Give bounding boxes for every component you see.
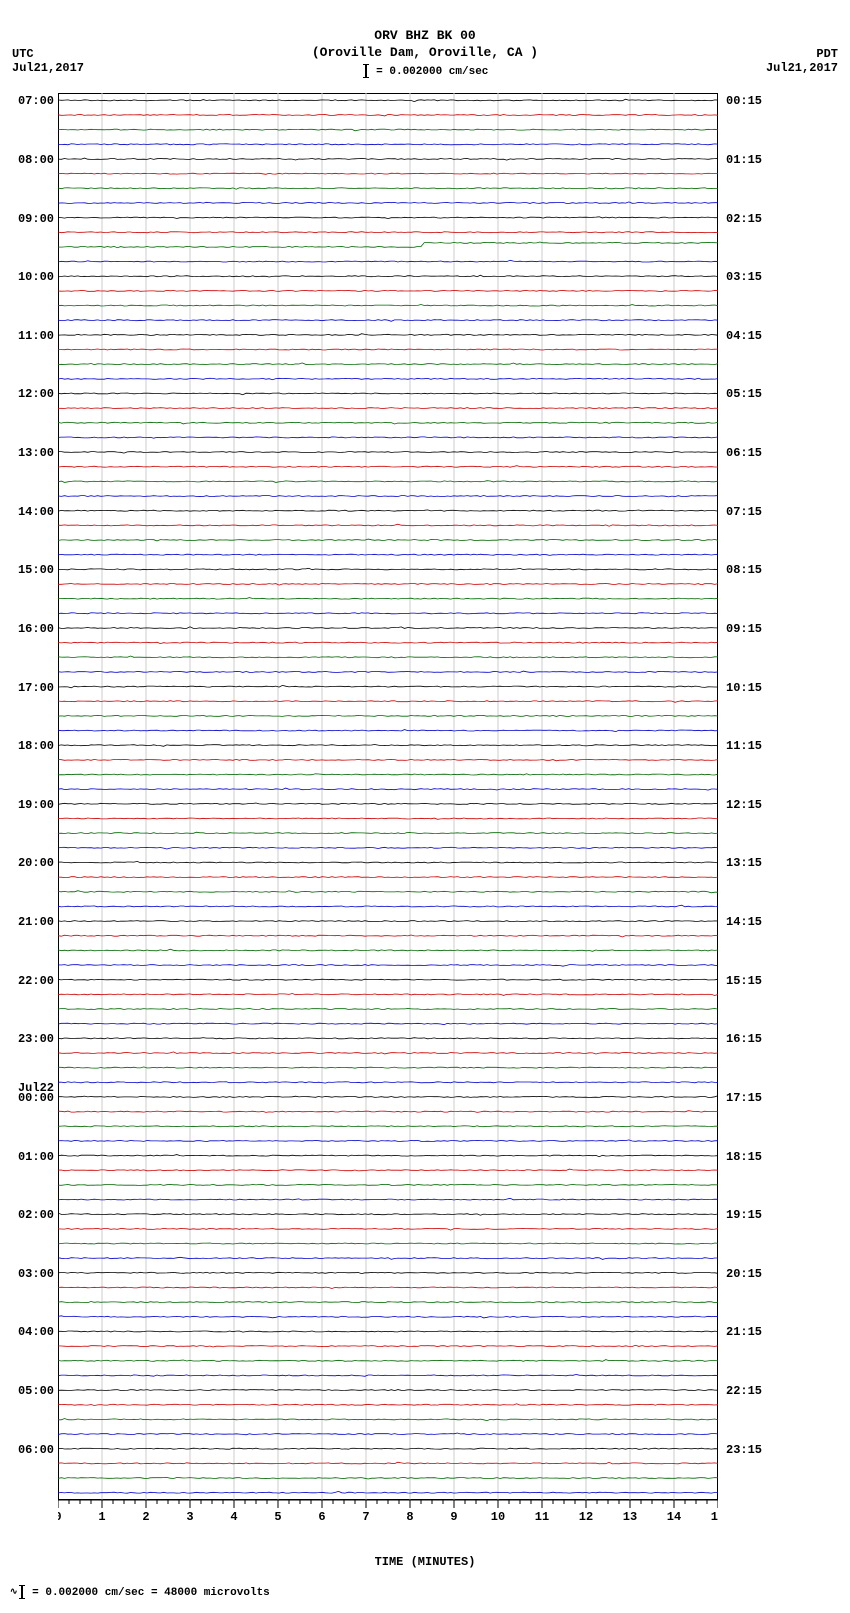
left-hour-label: 11:00 xyxy=(0,329,54,343)
svg-text:5: 5 xyxy=(274,1510,281,1524)
right-hour-label: 12:15 xyxy=(726,798,762,812)
seismogram-page: ORV BHZ BK 00 (Oroville Dam, Oroville, C… xyxy=(0,0,850,1613)
svg-text:0: 0 xyxy=(58,1510,62,1524)
right-hour-label: 11:15 xyxy=(726,739,762,753)
left-hour-label: 06:00 xyxy=(0,1443,54,1457)
right-hour-label: 18:15 xyxy=(726,1150,762,1164)
right-hour-label: 15:15 xyxy=(726,974,762,988)
svg-text:8: 8 xyxy=(406,1510,413,1524)
svg-text:9: 9 xyxy=(450,1510,457,1524)
left-hour-label: 14:00 xyxy=(0,505,54,519)
left-hour-label: 16:00 xyxy=(0,622,54,636)
left-hour-label: 15:00 xyxy=(0,563,54,577)
right-hour-labels: 00:15 01:15 02:15 03:15 04:15 05:15 06:15 07:15… xyxy=(722,90,842,1540)
right-hour-label: 13:15 xyxy=(726,856,762,870)
right-hour-label: 05:15 xyxy=(726,387,762,401)
right-hour-label: 14:15 xyxy=(726,915,762,929)
right-hour-label: 23:15 xyxy=(726,1443,762,1457)
left-hour-label: 19:00 xyxy=(0,798,54,812)
left-hour-label: 13:00 xyxy=(0,446,54,460)
left-hour-label: 05:00 xyxy=(0,1384,54,1398)
svg-text:2: 2 xyxy=(142,1510,149,1524)
right-hour-label: 02:15 xyxy=(726,212,762,226)
right-hour-label: 19:15 xyxy=(726,1208,762,1222)
right-hour-label: 09:15 xyxy=(726,622,762,636)
svg-text:7: 7 xyxy=(362,1510,369,1524)
x-axis-label: TIME (MINUTES) xyxy=(0,1555,850,1569)
left-hour-label: 12:00 xyxy=(0,387,54,401)
station-title: ORV BHZ BK 00 xyxy=(0,28,850,45)
svg-text:10: 10 xyxy=(491,1510,505,1524)
left-hour-label: 03:00 xyxy=(0,1267,54,1281)
right-hour-label: 04:15 xyxy=(726,329,762,343)
right-hour-label: 22:15 xyxy=(726,1384,762,1398)
left-hour-label: 00:00 xyxy=(0,1091,54,1105)
svg-text:4: 4 xyxy=(230,1510,237,1524)
svg-text:14: 14 xyxy=(667,1510,681,1524)
left-hour-label: 20:00 xyxy=(0,856,54,870)
svg-text:13: 13 xyxy=(623,1510,637,1524)
left-hour-label: 10:00 xyxy=(0,270,54,284)
tz-right-date: Jul21,2017 xyxy=(766,62,838,76)
svg-text:6: 6 xyxy=(318,1510,325,1524)
left-hour-label: 09:00 xyxy=(0,212,54,226)
right-hour-label: 00:15 xyxy=(726,94,762,108)
svg-text:1: 1 xyxy=(98,1510,105,1524)
right-hour-label: 17:15 xyxy=(726,1091,762,1105)
svg-text:12: 12 xyxy=(579,1510,593,1524)
left-hour-label: 17:00 xyxy=(0,681,54,695)
tz-right-block: PDT Jul21,2017 xyxy=(766,48,838,76)
right-hour-label: 16:15 xyxy=(726,1032,762,1046)
right-hour-label: 03:15 xyxy=(726,270,762,284)
right-hour-label: 21:15 xyxy=(726,1325,762,1339)
scale-note: = 0.002000 cm/sec xyxy=(0,64,850,78)
footer-scale-text: = 0.002000 cm/sec = 48000 microvolts xyxy=(26,1587,270,1599)
left-hour-label: 22:00 xyxy=(0,974,54,988)
svg-text:3: 3 xyxy=(186,1510,193,1524)
left-hour-label: 23:00 xyxy=(0,1032,54,1046)
seismogram-plot: 0123456789101112131415 xyxy=(58,90,718,1540)
station-location: (Oroville Dam, Oroville, CA ) xyxy=(0,45,850,62)
left-hour-label: 01:00 xyxy=(0,1150,54,1164)
scale-bar-icon xyxy=(365,64,367,78)
left-hour-label: 07:00 xyxy=(0,94,54,108)
left-hour-label: 02:00 xyxy=(0,1208,54,1222)
left-hour-label: 04:00 xyxy=(0,1325,54,1339)
right-hour-label: 08:15 xyxy=(726,563,762,577)
left-hour-label: 21:00 xyxy=(0,915,54,929)
tz-left-name: UTC xyxy=(12,48,84,62)
footer-scale: ∿ = 0.002000 cm/sec = 48000 microvolts xyxy=(10,1585,270,1599)
right-hour-label: 20:15 xyxy=(726,1267,762,1281)
right-hour-label: 10:15 xyxy=(726,681,762,695)
footer-scale-bar-icon xyxy=(21,1585,23,1599)
tz-left-date: Jul21,2017 xyxy=(12,62,84,76)
svg-text:15: 15 xyxy=(711,1510,718,1524)
seismogram-svg: 0123456789101112131415 xyxy=(58,90,718,1540)
header: ORV BHZ BK 00 (Oroville Dam, Oroville, C… xyxy=(0,0,850,62)
footer-tilde: ∿ xyxy=(10,1587,18,1597)
right-hour-label: 06:15 xyxy=(726,446,762,460)
right-hour-label: 01:15 xyxy=(726,153,762,167)
left-hour-labels: 07:00 08:00 09:00 10:00 11:00 12:00 13:00 14:00… xyxy=(0,90,56,1540)
left-hour-label: 08:00 xyxy=(0,153,54,167)
tz-left-block: UTC Jul21,2017 xyxy=(12,48,84,76)
tz-right-name: PDT xyxy=(766,48,838,62)
scale-text: = 0.002000 cm/sec xyxy=(370,66,489,78)
left-hour-label: 18:00 xyxy=(0,739,54,753)
svg-text:11: 11 xyxy=(535,1510,549,1524)
right-hour-label: 07:15 xyxy=(726,505,762,519)
